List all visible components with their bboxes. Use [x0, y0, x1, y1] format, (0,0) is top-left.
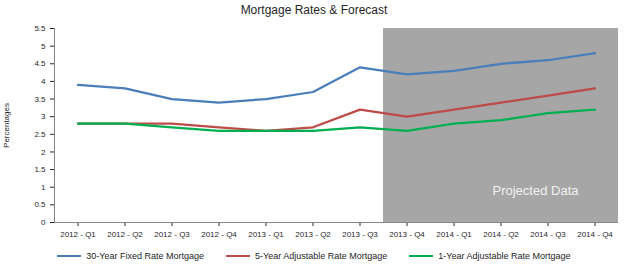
svg-text:2014 - Q1: 2014 - Q1 — [436, 230, 472, 239]
svg-text:3: 3 — [41, 112, 46, 121]
svg-text:2012 - Q1: 2012 - Q1 — [60, 230, 96, 239]
svg-text:2014 - Q2: 2014 - Q2 — [483, 230, 519, 239]
svg-text:2012 - Q3: 2012 - Q3 — [154, 230, 190, 239]
svg-text:Percentages: Percentages — [2, 103, 11, 148]
svg-text:1: 1 — [41, 183, 46, 192]
html-text:1-Year Adjustable Rate Mortgag: 1-Year Adjustable Rate Mortgage — [438, 251, 571, 261]
svg-text:4: 4 — [41, 77, 46, 86]
html-text:30-Year Fixed Rate Mortgage: 30-Year Fixed Rate Mortgage — [86, 251, 205, 261]
html-text:5-Year Adjustable Rate Mortgag: 5-Year Adjustable Rate Mortgage — [255, 251, 388, 261]
svg-text:3.5: 3.5 — [34, 95, 46, 104]
svg-text:5: 5 — [41, 42, 46, 51]
svg-text:2013 - Q1: 2013 - Q1 — [248, 230, 284, 239]
svg-text:5.5: 5.5 — [34, 24, 46, 33]
svg-text:2012 - Q2: 2012 - Q2 — [107, 230, 143, 239]
svg-text:2.5: 2.5 — [34, 130, 46, 139]
svg-text:2014 - Q4: 2014 - Q4 — [577, 230, 613, 239]
svg-text:0.5: 0.5 — [34, 200, 46, 209]
svg-text:0: 0 — [41, 218, 46, 227]
svg-text:2013 - Q2: 2013 - Q2 — [295, 230, 331, 239]
svg-text:4.5: 4.5 — [34, 59, 46, 68]
svg-text:2013 - Q3: 2013 - Q3 — [342, 230, 378, 239]
svg-text:1.5: 1.5 — [34, 165, 46, 174]
svg-text:2: 2 — [41, 148, 46, 157]
svg-text:2013 - Q4: 2013 - Q4 — [389, 230, 425, 239]
svg-text:2012 - Q4: 2012 - Q4 — [201, 230, 237, 239]
svg-text:Projected Data: Projected Data — [493, 183, 580, 198]
html-text:Mortgage Rates & Forecast: Mortgage Rates & Forecast — [240, 3, 388, 17]
svg-text:2014 - Q3: 2014 - Q3 — [530, 230, 566, 239]
